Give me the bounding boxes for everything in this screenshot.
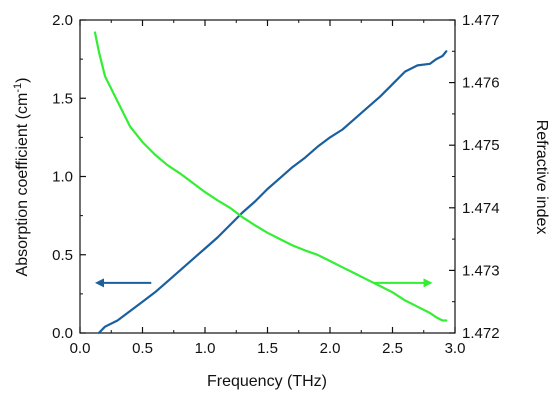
absorption-series-line [97, 50, 448, 335]
x-tick-label: 2.5 [382, 340, 403, 357]
right-y-tick-label: 1.472 [462, 325, 500, 342]
right-y-axis-title: Refractive index [533, 120, 550, 235]
x-tick-label: 3.0 [445, 340, 466, 357]
x-tick-label: 0.5 [132, 340, 153, 357]
left-y-axis-title-main: Absorption coefficient (cm [14, 93, 31, 277]
refractive-index-series-line [93, 31, 448, 322]
left-y-tick-label: 0.5 [52, 247, 73, 264]
left-y-tick-label: 0.0 [52, 325, 73, 342]
x-tick-label: 0.0 [70, 340, 91, 357]
right-y-axis-ticks: 1.472 1.473 1.474 1.475 1.476 1.477 [449, 12, 500, 342]
left-y-axis-title-exponent: -1 [12, 83, 24, 93]
x-axis-title: Frequency (THz) [207, 373, 327, 390]
left-y-tick-label: 1.0 [52, 169, 73, 186]
x-tick-label: 1.0 [195, 340, 216, 357]
annotation-arrows [95, 278, 433, 288]
arrow-head [423, 278, 433, 288]
right-y-tick-label: 1.477 [462, 12, 500, 29]
right-y-tick-label: 1.476 [462, 75, 500, 92]
left-y-tick-label: 2.0 [52, 12, 73, 29]
left-y-axis-ticks: 0.0 0.5 1.0 1.5 2.0 [52, 12, 86, 342]
plot-frame [79, 19, 456, 334]
right-y-tick-label: 1.475 [462, 137, 500, 154]
left-y-axis-title: Absorption coefficient (cm-1) [12, 78, 31, 277]
left-y-axis-title-close: ) [14, 78, 31, 83]
x-tick-label: 2.0 [320, 340, 341, 357]
left-y-tick-label: 1.5 [52, 90, 73, 107]
x-tick-label: 1.5 [257, 340, 278, 357]
x-axis-ticks: 0.0 0.5 1.0 1.5 2.0 2.5 3.0 [70, 20, 466, 357]
arrow-head [95, 278, 104, 288]
right-y-tick-label: 1.473 [462, 262, 500, 279]
right-y-tick-label: 1.474 [462, 200, 500, 217]
